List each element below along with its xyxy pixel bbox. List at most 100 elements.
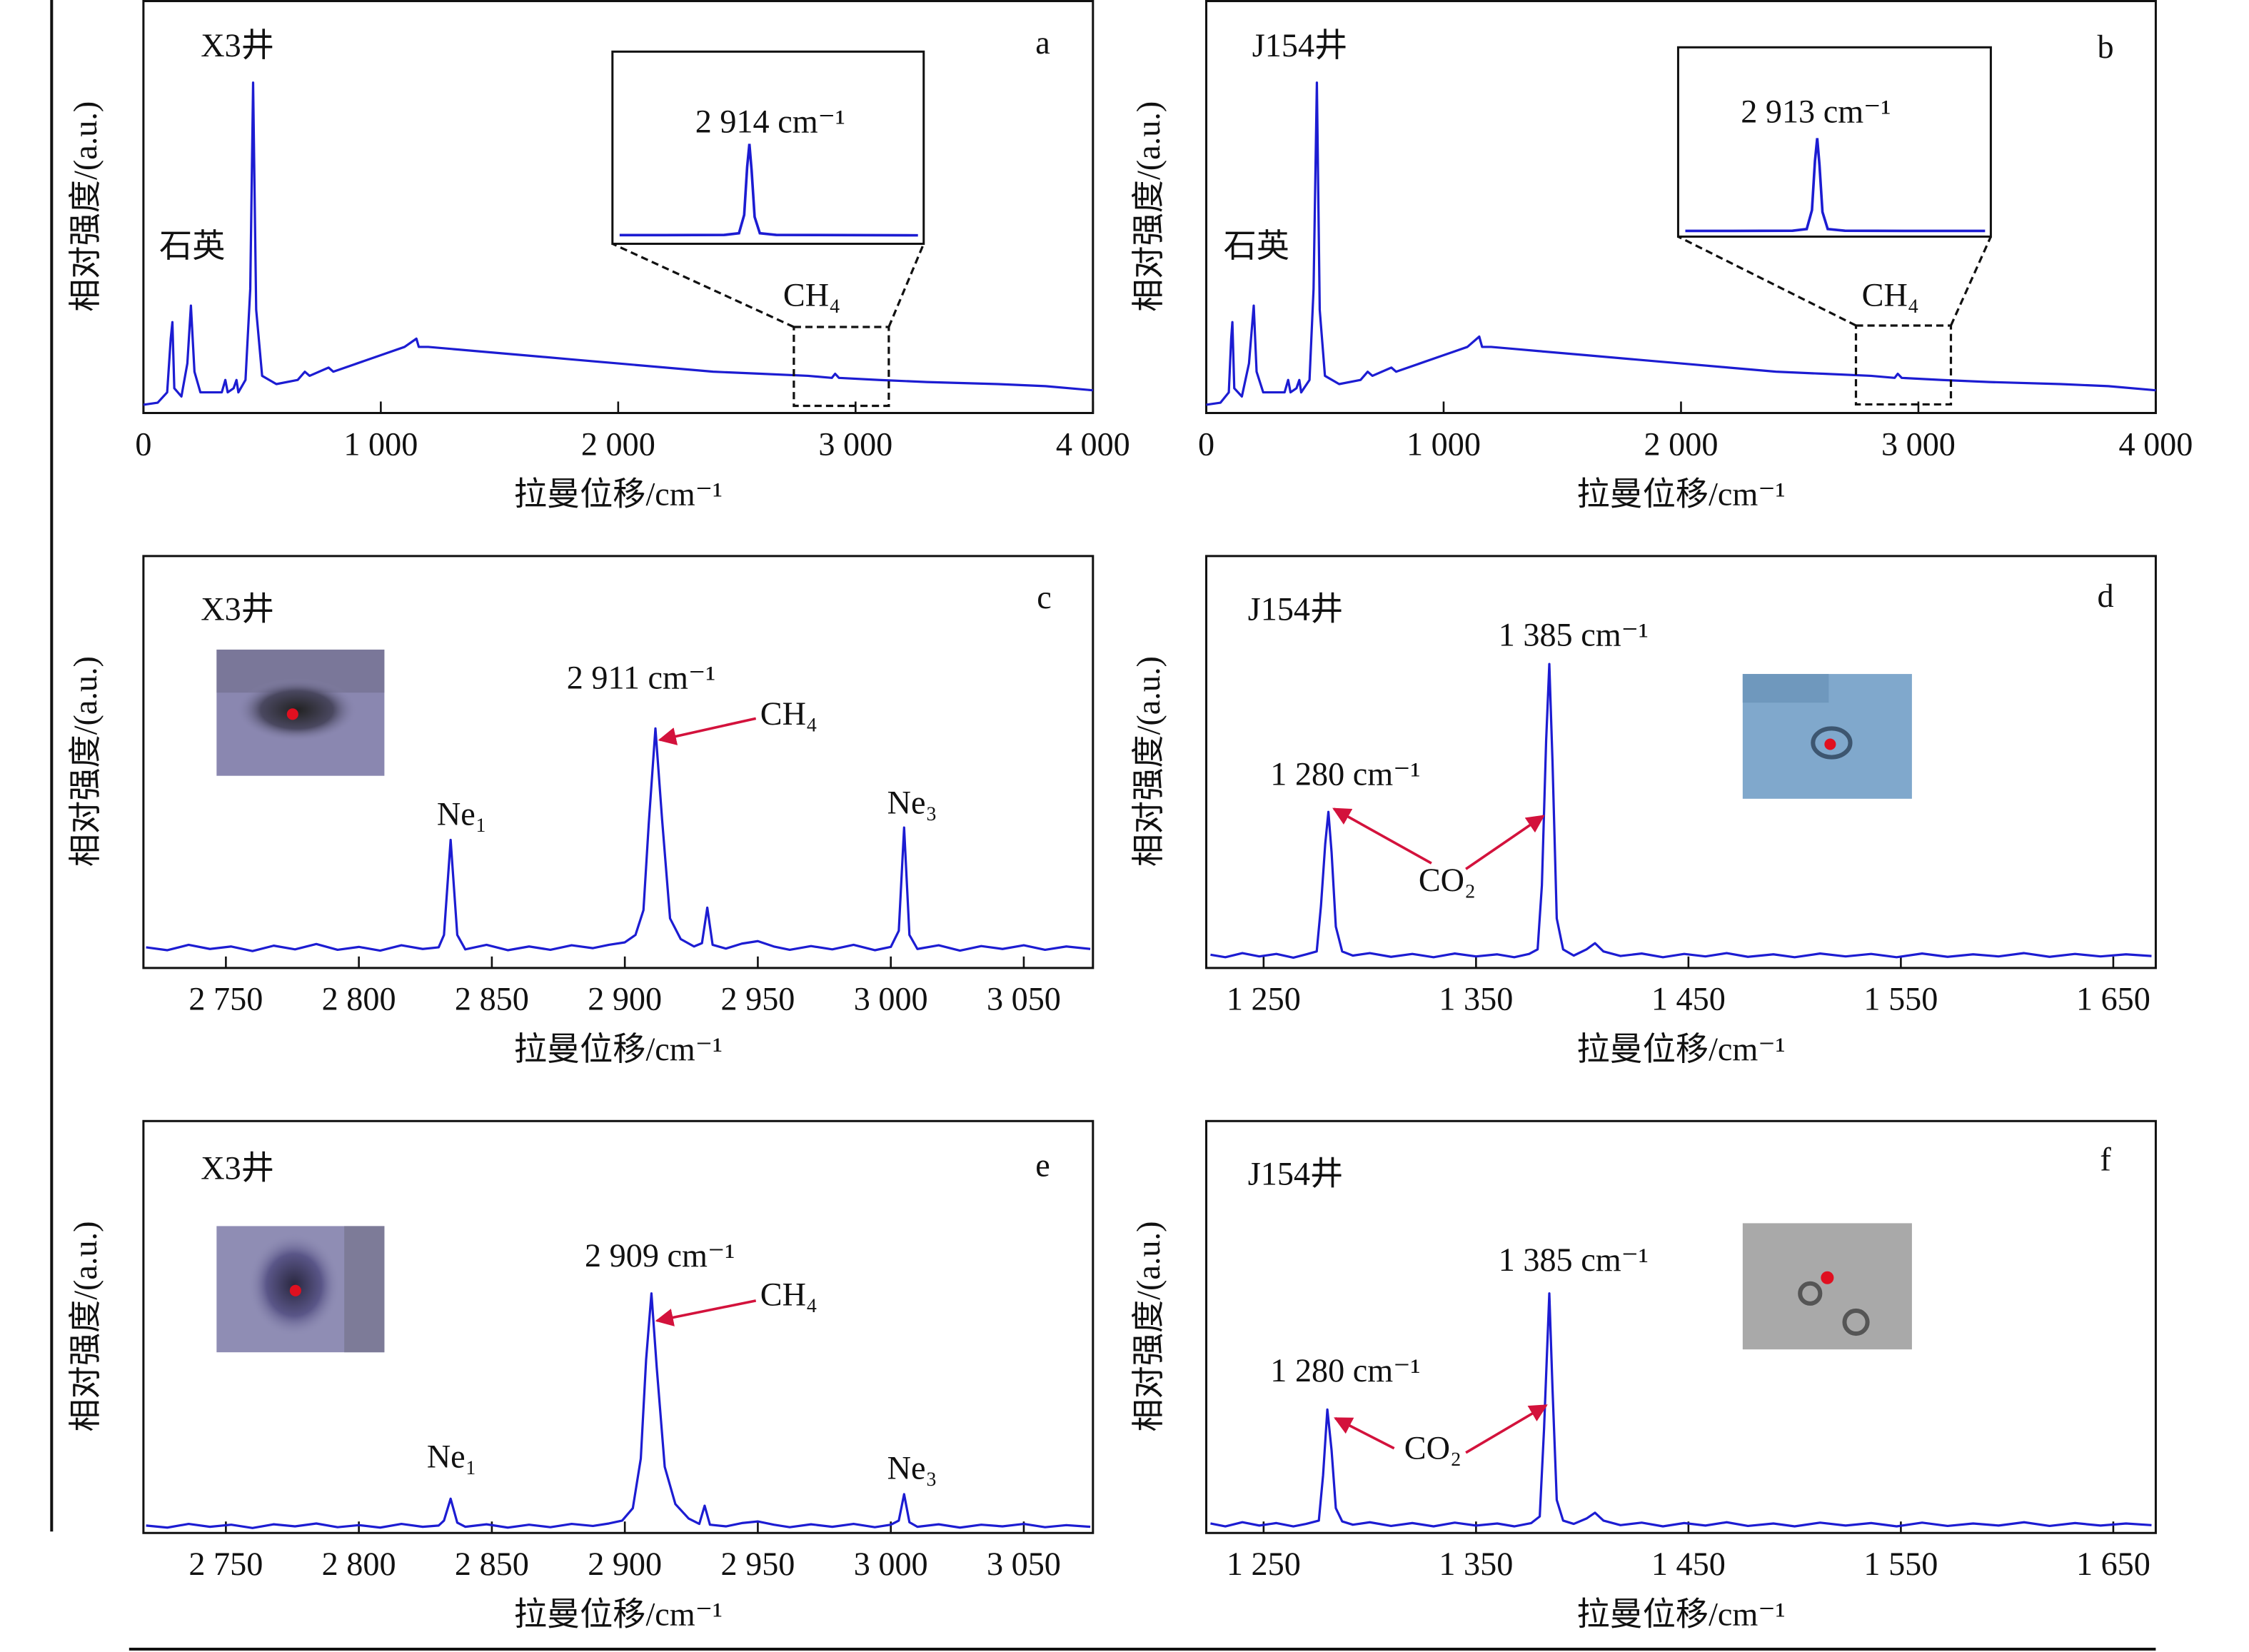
- x-axis-label: 拉曼位移/cm⁻¹: [514, 1596, 723, 1632]
- x-axis-label: 拉曼位移/cm⁻¹: [1576, 1596, 1785, 1632]
- x-tick-label: 1 000: [343, 425, 418, 462]
- micrograph: [1742, 1223, 1912, 1350]
- annotation: 石英: [1224, 228, 1289, 264]
- panel-title: X3井: [201, 1150, 274, 1187]
- x-tick-label: 2 850: [455, 981, 529, 1017]
- x-axis-label: 拉曼位移/cm⁻¹: [514, 1031, 723, 1067]
- arrow: [1332, 807, 1432, 865]
- y-axis-label: 相对强度/(a.u.): [1130, 1222, 1167, 1432]
- zoom-connector: [1677, 235, 1857, 327]
- x-tick-label: 1 450: [1651, 1546, 1726, 1582]
- x-tick-label: 1 550: [1863, 1546, 1938, 1582]
- spectrum-line: [146, 727, 1091, 952]
- annotation: 1 385 cm⁻¹: [1499, 1241, 1649, 1278]
- micrograph: [216, 1226, 385, 1353]
- spectrum-line: [1210, 663, 2152, 960]
- x-tick-label: 1 350: [1439, 981, 1513, 1017]
- x-tick-label: 2 000: [581, 425, 655, 462]
- x-tick-label: 2 000: [1644, 425, 1719, 462]
- arrow: [1465, 1404, 1548, 1454]
- annotation: Ne₃: [887, 1450, 937, 1486]
- x-tick-label: 0: [135, 425, 151, 462]
- panel-title: J154井: [1248, 1156, 1343, 1192]
- plot-frame: [1205, 555, 2157, 969]
- x-tick-label: 2 900: [588, 1546, 662, 1582]
- x-axis-label: 拉曼位移/cm⁻¹: [1576, 1031, 1785, 1067]
- x-tick-label: 3 000: [854, 1546, 928, 1582]
- plot-frame: [142, 555, 1095, 969]
- micrograph: [216, 649, 385, 776]
- inset-line: [1685, 138, 1986, 233]
- panel-letter: d: [2098, 578, 2114, 614]
- x-tick-label: 1 550: [1863, 981, 1938, 1017]
- x-tick-label: 1 250: [1227, 1546, 1301, 1582]
- x-tick-label: 2 750: [188, 1546, 263, 1582]
- zoom-connector: [1950, 236, 1992, 326]
- inset-frame: [1676, 46, 1992, 238]
- x-axis-label: 拉曼位移/cm⁻¹: [514, 476, 723, 513]
- x-tick-label: 4 000: [1056, 425, 1130, 462]
- arrow: [1465, 815, 1545, 870]
- spectrum-line: [143, 81, 1093, 406]
- annotation: 1 280 cm⁻¹: [1270, 755, 1420, 792]
- annotation: CH₄: [783, 276, 840, 313]
- x-tick-label: 0: [1198, 425, 1214, 462]
- x-axis-label: 拉曼位移/cm⁻¹: [1576, 476, 1785, 513]
- panel-letter: e: [1035, 1147, 1050, 1184]
- x-tick-label: 3 000: [1881, 425, 1956, 462]
- y-axis-label: 相对强度/(a.u.): [1130, 101, 1167, 312]
- inset-label: 2 913 cm⁻¹: [1741, 93, 1891, 129]
- plot-frame: [1205, 1119, 2157, 1534]
- x-tick-label: 1 350: [1439, 1546, 1513, 1582]
- micrograph: [1742, 674, 1912, 799]
- y-axis-label: 相对强度/(a.u.): [67, 101, 104, 312]
- x-tick-label: 2 950: [720, 1546, 795, 1582]
- arrow: [1334, 1416, 1395, 1450]
- x-tick-label: 1 650: [2076, 981, 2150, 1017]
- x-tick-label: 3 050: [987, 981, 1061, 1017]
- annotation: CO₂: [1404, 1429, 1461, 1466]
- annotation: 1 280 cm⁻¹: [1270, 1352, 1420, 1389]
- zoom-connector: [612, 243, 795, 328]
- arrow: [658, 717, 757, 745]
- panel-title: X3井: [201, 27, 274, 64]
- x-tick-label: 2 800: [322, 1546, 396, 1582]
- spectrum-line: [146, 1292, 1091, 1529]
- spectrum-line: [1210, 1292, 2152, 1528]
- x-tick-label: 3 000: [818, 425, 892, 462]
- x-tick-label: 1 450: [1651, 981, 1726, 1017]
- x-tick-label: 2 950: [720, 981, 795, 1017]
- zoom-connector: [887, 243, 925, 328]
- annotation: Ne₁: [427, 1438, 477, 1474]
- x-tick-label: 3 000: [854, 981, 928, 1017]
- panel-letter: c: [1037, 579, 1052, 615]
- annotation: CH₄: [1862, 276, 1919, 313]
- zoom-box: [1854, 324, 1953, 406]
- x-tick-label: 1 250: [1227, 981, 1301, 1017]
- x-tick-label: 2 750: [188, 981, 263, 1017]
- annotation: Ne₃: [887, 784, 937, 820]
- panel-title: X3井: [201, 590, 274, 627]
- arrow: [655, 1299, 757, 1326]
- x-tick-label: 2 800: [322, 981, 396, 1017]
- x-tick-label: 1 000: [1407, 425, 1481, 462]
- y-axis-label: 相对强度/(a.u.): [67, 1222, 104, 1432]
- annotation: CH₄: [760, 1276, 817, 1312]
- panel-title: J154井: [1248, 590, 1343, 627]
- panel-letter: a: [1035, 24, 1050, 61]
- annotation: CH₄: [760, 695, 817, 732]
- annotation: Ne₁: [437, 796, 487, 832]
- plot-frame: [142, 1119, 1095, 1534]
- annotation: 2 909 cm⁻¹: [585, 1237, 735, 1274]
- panel-letter: f: [2100, 1142, 2111, 1178]
- annotation: 1 385 cm⁻¹: [1499, 616, 1649, 653]
- y-axis-label: 相对强度/(a.u.): [1130, 656, 1167, 867]
- inset-label: 2 914 cm⁻¹: [695, 103, 845, 139]
- panel-letter: b: [2098, 29, 2114, 65]
- annotation: 石英: [159, 228, 225, 264]
- zoom-box: [793, 326, 890, 408]
- y-axis-label: 相对强度/(a.u.): [67, 656, 104, 867]
- spectrum-line: [1206, 81, 2156, 406]
